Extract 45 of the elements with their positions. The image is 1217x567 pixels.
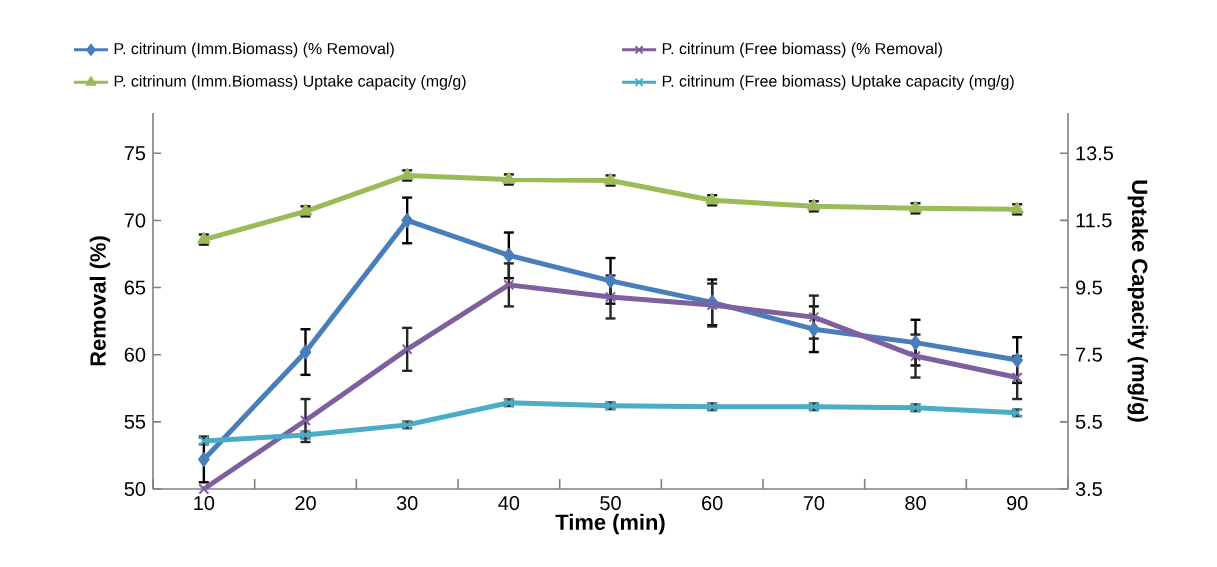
point [299,344,312,360]
x-tick-label: 80 [905,496,926,511]
x-tick-label: 40 [498,496,520,511]
point [808,311,820,323]
point [401,213,413,228]
y-tick-label: 55 [124,414,146,429]
y2-tick-label: 5.5 [1075,414,1102,429]
y-tick-label: 75 [124,146,146,161]
point [299,414,312,427]
x-tick-label: 50 [600,496,621,511]
point [1011,372,1023,384]
legend-label: P. citrinum (Imm.Biomass) (% Removal) [114,42,394,58]
point [909,335,922,351]
y-tick-label: 65 [124,280,146,295]
legend-label: P. citrinum (Imm.Biomass) Uptake capacity (mg/g) [114,75,466,90]
point [604,273,617,289]
x-tick-label: 90 [1007,496,1028,511]
point [198,483,210,495]
point [401,343,413,355]
x-tick-label: 20 [295,496,316,511]
y2-tick-label: 7.5 [1076,347,1102,362]
y2-tick-label: 3.5 [1075,481,1102,497]
point [1011,352,1023,368]
point [808,321,820,337]
legend-label: P. citrinum (Free biomass) (% Removal) [662,42,942,58]
point [198,452,210,467]
legend-label: P. citrinum (Free biomass) Uptake capacity (mg/g) [662,75,1014,90]
y2-tick-label: 9.5 [1075,280,1102,295]
y2-tick-label: 13.5 [1076,146,1113,161]
point [503,279,515,291]
point [604,291,617,303]
point [503,247,515,263]
x-tick-label: 10 [194,496,215,511]
x-axis-title: Time (min) [555,513,665,535]
y-tick-label: 50 [124,481,146,497]
x-tick-label: 70 [803,496,825,511]
y2-axis-title: Uptake Capacity (mg/g) [1127,180,1149,422]
point [706,299,718,311]
x-tick-label: 60 [702,496,723,511]
y2-tick-label: 11.5 [1076,213,1112,228]
point [909,350,922,362]
y-axis-title: Removal (%) [89,236,111,366]
x-tick-label: 30 [396,496,418,511]
y-tick-label: 60 [124,347,146,362]
y-tick-label: 70 [124,213,146,228]
